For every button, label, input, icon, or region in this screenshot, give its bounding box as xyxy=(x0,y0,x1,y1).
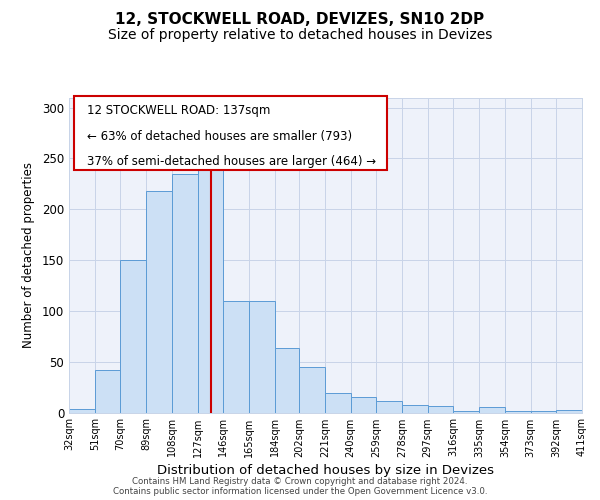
Bar xyxy=(69,410,95,412)
Bar xyxy=(146,191,172,412)
Bar xyxy=(95,370,121,412)
FancyBboxPatch shape xyxy=(74,96,387,170)
Bar xyxy=(428,406,454,412)
Bar xyxy=(479,408,505,412)
Bar xyxy=(249,300,275,412)
X-axis label: Distribution of detached houses by size in Devizes: Distribution of detached houses by size … xyxy=(157,464,494,476)
Bar xyxy=(376,402,402,412)
Bar xyxy=(275,348,299,412)
Text: ← 63% of detached houses are smaller (793): ← 63% of detached houses are smaller (79… xyxy=(87,130,352,142)
Text: Size of property relative to detached houses in Devizes: Size of property relative to detached ho… xyxy=(108,28,492,42)
Bar xyxy=(172,174,197,412)
Text: Contains HM Land Registry data © Crown copyright and database right 2024.: Contains HM Land Registry data © Crown c… xyxy=(132,477,468,486)
Bar xyxy=(121,260,146,412)
Text: Contains public sector information licensed under the Open Government Licence v3: Contains public sector information licen… xyxy=(113,487,487,496)
Text: 12 STOCKWELL ROAD: 137sqm: 12 STOCKWELL ROAD: 137sqm xyxy=(87,104,271,117)
Bar xyxy=(223,300,249,412)
Bar xyxy=(325,393,350,412)
Text: 12, STOCKWELL ROAD, DEVIZES, SN10 2DP: 12, STOCKWELL ROAD, DEVIZES, SN10 2DP xyxy=(115,12,485,28)
Bar xyxy=(299,367,325,412)
Bar xyxy=(197,160,223,412)
Bar xyxy=(402,406,428,412)
Bar xyxy=(556,410,582,412)
Text: 37% of semi-detached houses are larger (464) →: 37% of semi-detached houses are larger (… xyxy=(87,156,376,168)
Y-axis label: Number of detached properties: Number of detached properties xyxy=(22,162,35,348)
Bar xyxy=(350,398,376,412)
